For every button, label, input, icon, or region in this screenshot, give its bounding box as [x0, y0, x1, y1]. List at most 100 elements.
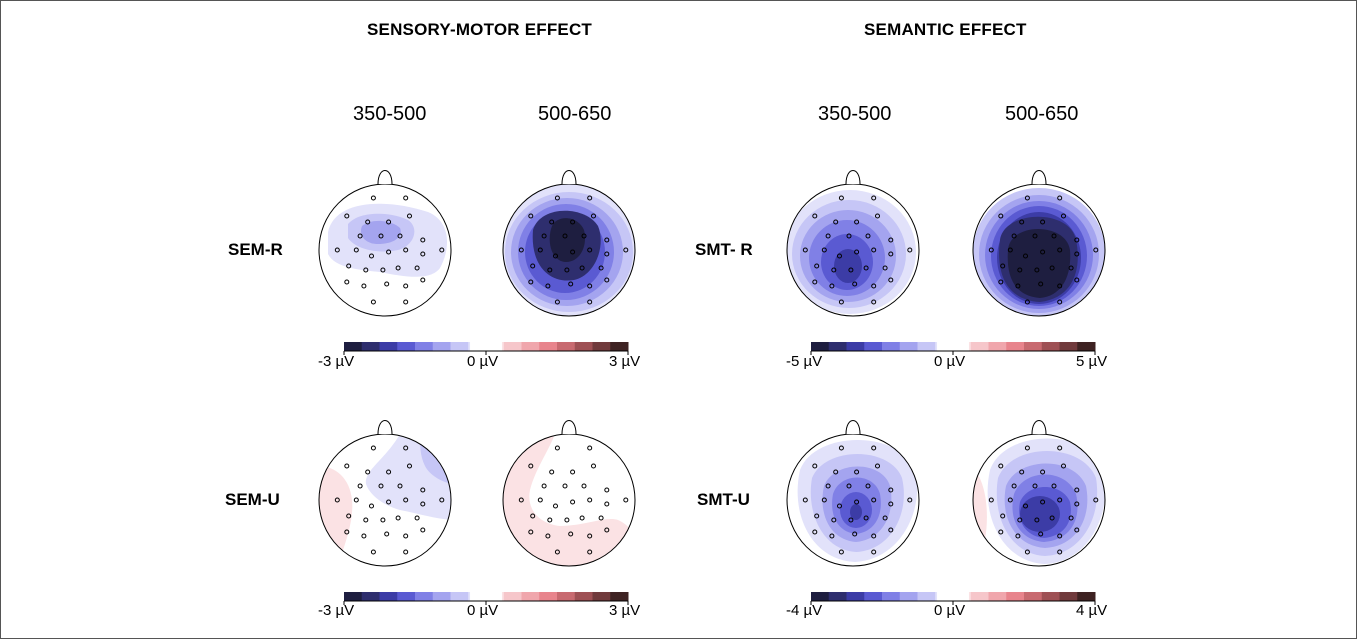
- electrode-site: [334, 497, 340, 503]
- electrode-site: [1023, 253, 1028, 259]
- electrode-site: [414, 515, 420, 521]
- electrode-site: [554, 195, 560, 201]
- electrode-site: [852, 281, 858, 287]
- colorbar-4-zero: 0 µV: [934, 602, 966, 619]
- electrode-site: [403, 247, 409, 253]
- electrode-site: [1057, 283, 1063, 289]
- nose-icon: [561, 170, 577, 185]
- electrode-site: [537, 247, 543, 253]
- electrode-site: [1024, 445, 1030, 451]
- electrode-site: [604, 501, 610, 507]
- electrode-site: [587, 299, 593, 305]
- electrode-site: [353, 247, 359, 253]
- electrode-site: [397, 483, 403, 489]
- colorbar-3-min: -3 µV: [318, 602, 355, 619]
- electrode-site: [1040, 499, 1046, 505]
- electrode-site: [395, 515, 401, 521]
- electrode-site: [528, 463, 534, 469]
- electrode-site: [998, 213, 1004, 219]
- electrode-site: [1019, 219, 1025, 225]
- topomap-smt-u-500: [972, 420, 1106, 567]
- colorbar-segment: [397, 592, 416, 601]
- electrode-site: [386, 469, 392, 475]
- electrode-site: [541, 233, 547, 239]
- electrode-site: [1000, 513, 1006, 519]
- electrode-site: [814, 513, 820, 519]
- colorbar-segment: [592, 592, 611, 601]
- electrode-site: [528, 279, 534, 285]
- colorbar-1-zero: 0 µV: [467, 353, 499, 370]
- electrode-site: [863, 515, 869, 521]
- nose-icon: [845, 420, 861, 435]
- electrode-site: [395, 265, 401, 271]
- electrode-site: [420, 251, 426, 257]
- electrode-site: [1049, 265, 1055, 271]
- row-label-sem-r: SEM-R: [228, 240, 283, 259]
- electrode-site: [568, 531, 574, 537]
- electrode-site: [871, 247, 877, 253]
- electrode-site: [439, 497, 445, 503]
- colorbar-segment: [846, 592, 865, 601]
- electrode-site: [821, 247, 827, 253]
- colorbar-3-max: 3 µV: [609, 602, 641, 619]
- electrode-site: [344, 463, 350, 469]
- electrode-site: [1023, 503, 1028, 509]
- electrode-site: [403, 549, 409, 555]
- electrode-site: [587, 195, 593, 201]
- electrode-site: [378, 233, 384, 239]
- electrode-site: [579, 265, 585, 271]
- electrode-site: [564, 267, 570, 273]
- electrode-site: [838, 445, 844, 451]
- colorbar-segment: [503, 342, 522, 351]
- electrode-site: [825, 483, 831, 489]
- electrode-site: [1032, 483, 1038, 489]
- colorbar-segment: [988, 592, 1007, 601]
- electrode-site: [1040, 249, 1046, 255]
- electrode-site: [838, 549, 844, 555]
- electrode-site: [837, 253, 842, 259]
- electrode-site: [357, 483, 363, 489]
- section-title-semantic: SEMANTIC EFFECT: [864, 20, 1027, 39]
- electrode-site: [888, 487, 894, 493]
- electrode-site: [1074, 237, 1080, 243]
- electrode-site: [888, 251, 894, 257]
- colorbar-segment: [344, 342, 363, 351]
- colorbar-segment: [1077, 592, 1096, 601]
- electrode-site: [1074, 527, 1080, 533]
- colorbar-segment: [882, 342, 901, 351]
- electrode-site: [403, 283, 409, 289]
- electrode-site: [346, 263, 352, 269]
- electrode-site: [1074, 501, 1080, 507]
- electrode-site: [846, 233, 852, 239]
- electrode-site: [812, 213, 818, 219]
- topomap-smt-r-350: [786, 170, 920, 317]
- electrode-site: [370, 299, 376, 305]
- electrode-site: [882, 265, 888, 271]
- electrode-site: [439, 247, 445, 253]
- colorbar-segment: [846, 342, 865, 351]
- topomap-sem-r-350: [318, 170, 452, 317]
- colorbar-segment: [970, 592, 989, 601]
- electrode-site: [384, 281, 390, 287]
- electrode-site: [528, 213, 534, 219]
- electrode-site: [888, 237, 894, 243]
- colorbar-segment: [1041, 342, 1060, 351]
- colorbar-segment: [1041, 592, 1060, 601]
- electrode-site: [370, 549, 376, 555]
- colorbar-segment: [521, 592, 540, 601]
- electrode-site: [562, 233, 568, 239]
- nose-icon: [561, 420, 577, 435]
- electrode-site: [1061, 213, 1066, 219]
- electrode-site: [812, 529, 818, 535]
- electrode-site: [871, 533, 877, 539]
- time-label-left-2: 500-650: [538, 103, 612, 125]
- electrode-site: [1017, 517, 1023, 523]
- electrode-site: [547, 267, 553, 273]
- colorbar-segment: [574, 342, 593, 351]
- colorbar-segment: [828, 592, 847, 601]
- electrode-site: [1074, 487, 1080, 493]
- electrode-site: [1093, 247, 1099, 253]
- colorbar-segment: [592, 342, 611, 351]
- electrode-site: [570, 469, 576, 475]
- electrode-site: [420, 237, 426, 243]
